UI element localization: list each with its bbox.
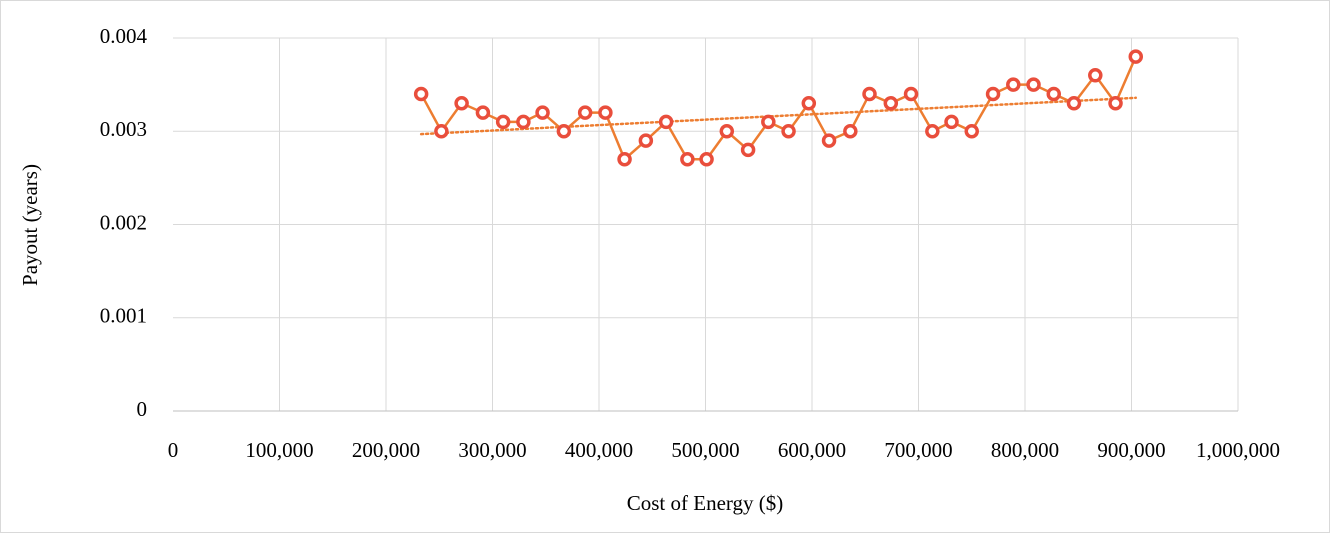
data-point bbox=[903, 86, 919, 102]
data-point bbox=[556, 124, 572, 139]
data-point bbox=[862, 86, 877, 102]
data-point bbox=[495, 114, 511, 130]
data-point bbox=[925, 124, 940, 139]
data-point bbox=[598, 105, 613, 120]
data-point bbox=[801, 96, 817, 111]
x-tick-label: 900,000 bbox=[1097, 438, 1165, 462]
data-point bbox=[617, 151, 632, 167]
data-point bbox=[985, 86, 1001, 102]
x-tick-label: 100,000 bbox=[245, 438, 313, 462]
y-tick-label: 0.004 bbox=[100, 24, 148, 48]
trendline bbox=[419, 96, 1138, 136]
data-point bbox=[413, 86, 429, 102]
data-point bbox=[680, 151, 695, 167]
x-tick-label: 200,000 bbox=[352, 438, 420, 462]
y-axis-title: Payout (years) bbox=[18, 164, 42, 286]
x-tick-label: 400,000 bbox=[565, 438, 633, 462]
data-point bbox=[1026, 77, 1041, 92]
data-point bbox=[1066, 96, 1082, 111]
data-point bbox=[577, 105, 593, 120]
data-point bbox=[761, 114, 776, 130]
y-tick-label: 0.003 bbox=[100, 117, 147, 141]
data-point bbox=[454, 96, 469, 111]
x-tick-label: 500,000 bbox=[671, 438, 739, 462]
data-point bbox=[883, 96, 899, 111]
data-point bbox=[699, 151, 714, 167]
data-point bbox=[535, 105, 550, 120]
x-tick-label: 800,000 bbox=[991, 438, 1059, 462]
data-point bbox=[434, 124, 449, 139]
data-point bbox=[475, 105, 491, 120]
x-tick-label: 1,000,000 bbox=[1196, 438, 1280, 462]
y-tick-label: 0 bbox=[137, 397, 148, 421]
data-point bbox=[1006, 77, 1021, 92]
data-point bbox=[1128, 49, 1144, 64]
y-tick-label: 0.001 bbox=[100, 304, 147, 328]
data-point bbox=[944, 114, 959, 130]
data-point bbox=[964, 124, 979, 139]
data-point bbox=[781, 124, 796, 139]
data-point bbox=[1088, 68, 1103, 83]
data-point bbox=[821, 133, 837, 148]
data-point bbox=[843, 124, 858, 139]
x-axis-title: Cost of Energy ($) bbox=[627, 491, 784, 515]
x-tick-label: 0 bbox=[168, 438, 179, 462]
data-point bbox=[638, 133, 654, 148]
x-tick-label: 700,000 bbox=[884, 438, 952, 462]
data-point bbox=[658, 114, 674, 130]
data-point bbox=[1046, 86, 1062, 102]
data-point bbox=[740, 142, 756, 158]
data-point bbox=[516, 114, 531, 130]
x-tick-label: 300,000 bbox=[458, 438, 526, 462]
y-tick-label: 0.002 bbox=[100, 210, 147, 234]
data-point bbox=[1108, 96, 1123, 111]
x-tick-label: 600,000 bbox=[778, 438, 846, 462]
data-point bbox=[719, 124, 735, 139]
